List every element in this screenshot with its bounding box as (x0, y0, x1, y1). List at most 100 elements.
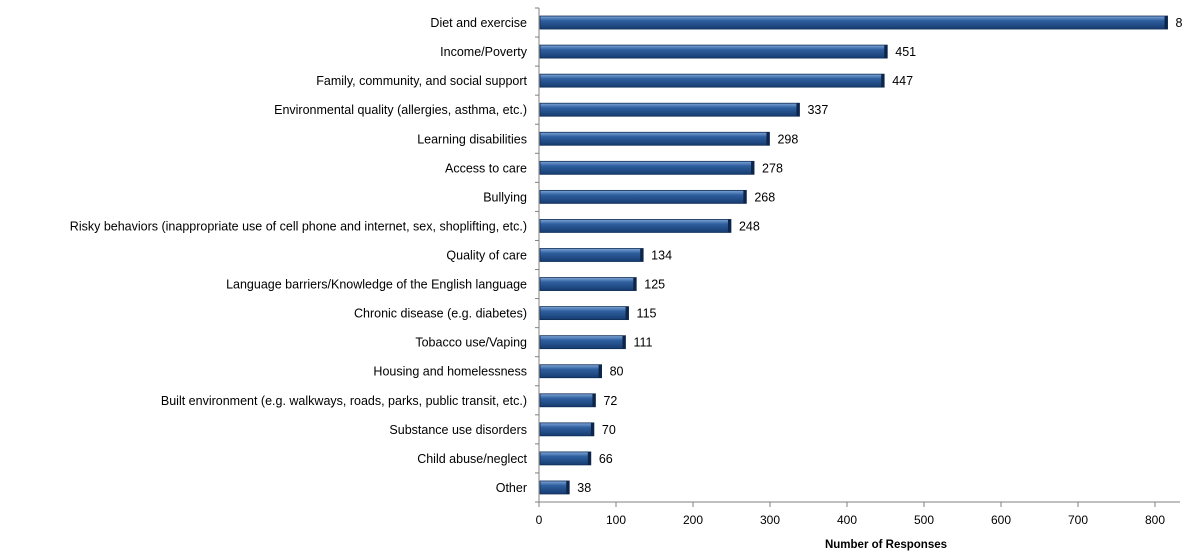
bar-end (727, 219, 731, 233)
data-label: 115 (637, 307, 657, 321)
x-tick-label: 800 (1145, 513, 1165, 527)
axes (535, 7, 1180, 507)
data-labels: 8 451 447 337 298 278 268 248 134 125 115 111 80 72 70… (577, 16, 1182, 495)
bar (539, 248, 644, 262)
bar-body (539, 451, 592, 466)
category-label: Other (496, 481, 527, 495)
bar (539, 422, 595, 437)
category-label: Child abuse/neglect (417, 452, 527, 466)
x-tick-label: 300 (760, 513, 780, 527)
x-tick-label: 0 (536, 513, 543, 527)
data-label: 298 (777, 132, 798, 146)
bar-body (539, 277, 637, 291)
data-label: 451 (895, 45, 916, 59)
data-label: 80 (610, 365, 624, 379)
bar-body (539, 480, 570, 495)
bar-end (566, 480, 570, 494)
bar-body (539, 335, 626, 350)
bar-body (539, 160, 755, 175)
bar (539, 277, 637, 291)
category-label: Environmental quality (allergies, asthma… (274, 103, 527, 117)
category-label: Learning disabilities (417, 132, 527, 146)
category-label: Tobacco use/Vaping (415, 336, 527, 350)
x-axis-title: Number of Responses (825, 539, 947, 551)
category-label: Risky behaviors (inappropriate use of ce… (70, 219, 527, 233)
data-label: 134 (651, 249, 672, 263)
category-labels: Diet and exercise Income/Poverty Family, c… (70, 16, 528, 495)
data-label: 111 (633, 336, 652, 350)
bar-end (633, 277, 637, 291)
bar-end (590, 422, 594, 436)
data-label: 447 (892, 74, 913, 88)
bar (539, 189, 747, 204)
x-tick-labels: 0 100 200 300 400 500 600 700 800 (536, 513, 1166, 527)
bar (539, 335, 626, 350)
x-tick-label: 700 (1068, 513, 1088, 527)
x-tick-label: 100 (606, 513, 626, 527)
category-label: Substance use disorders (389, 423, 527, 437)
data-label: 38 (577, 481, 591, 495)
bar-body (539, 248, 644, 262)
bar-end (592, 393, 596, 407)
data-label: 268 (754, 190, 775, 204)
bar-body (539, 422, 595, 437)
bar-body (539, 364, 602, 379)
category-label: Quality of care (446, 249, 527, 263)
bar (539, 480, 570, 495)
data-label: 72 (603, 394, 617, 408)
bar (539, 102, 800, 117)
bar-end (622, 335, 626, 349)
data-label: 8 (1176, 16, 1183, 30)
bar-end (881, 74, 885, 88)
data-label: 278 (762, 161, 783, 175)
bar-body (539, 189, 747, 204)
bar (539, 15, 1168, 30)
bar-body (539, 44, 888, 59)
bar-end (884, 45, 888, 59)
bar-end (796, 103, 800, 117)
category-label: Family, community, and social support (316, 74, 527, 88)
data-label: 70 (602, 423, 616, 437)
data-label: 337 (807, 103, 828, 117)
bars (539, 15, 1168, 495)
bar-body (539, 102, 800, 117)
x-tick-label: 600 (991, 513, 1011, 527)
category-label: Built environment (e.g. walkways, roads,… (161, 394, 527, 408)
x-tick-label: 200 (683, 513, 703, 527)
bar-end (766, 132, 770, 146)
category-label: Access to care (445, 161, 527, 175)
x-tick-label: 400 (837, 513, 857, 527)
bar-body (539, 73, 885, 88)
bar (539, 364, 602, 379)
bar-body (539, 219, 732, 233)
category-label: Language barriers/Knowledge of the Engli… (226, 278, 527, 292)
data-label: 66 (599, 452, 613, 466)
bar-end (587, 451, 591, 465)
data-label: 125 (644, 278, 665, 292)
bar (539, 160, 755, 175)
bar-end (640, 248, 644, 262)
category-label: Diet and exercise (430, 16, 527, 30)
category-label: Income/Poverty (440, 45, 528, 59)
bar-end (1164, 16, 1168, 30)
bar-end (625, 306, 629, 320)
bar (539, 73, 885, 88)
bar (539, 44, 888, 59)
bar (539, 219, 732, 233)
bar-end (751, 161, 755, 175)
bar-body (539, 306, 629, 321)
bar (539, 451, 592, 466)
bar (539, 131, 770, 146)
bar (539, 393, 596, 408)
category-label: Bullying (483, 190, 527, 204)
bar-body (539, 393, 596, 408)
x-tick-label: 500 (914, 513, 934, 527)
bar-body (539, 15, 1168, 30)
category-label: Housing and homelessness (373, 365, 527, 379)
bar-end (743, 190, 747, 204)
bar-end (598, 364, 602, 378)
data-label: 248 (739, 219, 760, 233)
bar (539, 306, 629, 321)
category-label: Chronic disease (e.g. diabetes) (354, 307, 527, 321)
